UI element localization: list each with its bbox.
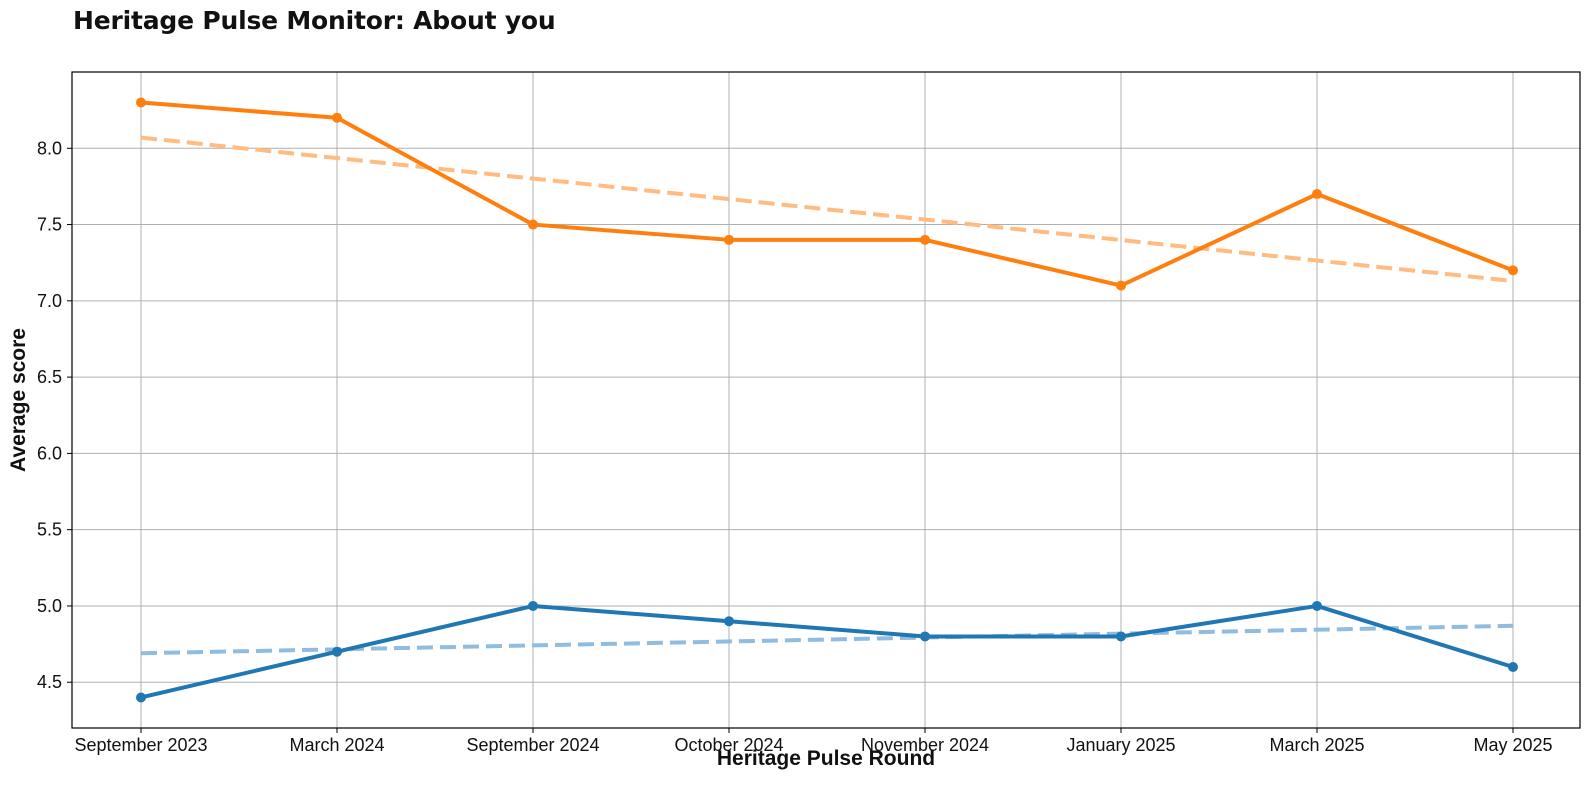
trend-line: [140, 135, 1514, 283]
plot-frame: [71, 71, 1581, 729]
y-tick-label: 4.5: [37, 672, 62, 692]
data-point: [1116, 280, 1126, 291]
x-tick-label: March 2024: [289, 735, 384, 755]
data-point: [136, 692, 146, 703]
trendlines: [140, 135, 1514, 656]
series-line: [139, 100, 1515, 288]
data-point: [1312, 600, 1322, 611]
x-tick-label: January 2025: [1066, 735, 1175, 755]
y-tick-label: 6.5: [37, 367, 62, 387]
page-title: Heritage Pulse Monitor: About you: [73, 6, 556, 35]
x-tick-label: September 2024: [466, 735, 599, 755]
data-point: [724, 616, 734, 627]
y-tick-label: 7.0: [37, 291, 62, 311]
data-point: [528, 219, 538, 230]
x-tick-label: October 2024: [674, 735, 783, 755]
data-point: [136, 97, 146, 108]
y-tick-label: 5.5: [37, 520, 62, 540]
data-point: [528, 600, 538, 611]
y-tick-labels: 4.5 5.0 5.5 6.0 6.5 7.0 7.5 8.0: [37, 138, 72, 692]
y-tick-label: 8.0: [37, 138, 62, 158]
series-lines: [136, 97, 1518, 703]
y-axis-title: Average score: [7, 328, 30, 472]
y-tick-label: 6.0: [37, 443, 62, 463]
x-tick-labels: September 2023 March 2024 September 2024 Oc…: [74, 728, 1553, 755]
data-point: [332, 646, 342, 657]
x-tick-label: May 2025: [1473, 735, 1552, 755]
y-tick-label: 7.5: [37, 215, 62, 235]
x-tick-label: November 2024: [861, 735, 989, 755]
x-tick-label: March 2025: [1269, 735, 1364, 755]
y-tick-label: 5.0: [37, 596, 62, 616]
x-tick-label: September 2023: [74, 735, 207, 755]
data-point: [1312, 189, 1322, 200]
data-point: [920, 631, 930, 642]
x-axis-title: Heritage Pulse Round: [717, 747, 935, 770]
data-point: [1116, 631, 1126, 642]
series-line: [139, 603, 1515, 700]
data-point: [724, 234, 734, 245]
data-point: [332, 112, 342, 123]
data-point: [1508, 661, 1518, 672]
data-point: [1508, 265, 1518, 276]
gridlines: [72, 72, 1580, 728]
data-point: [920, 234, 930, 245]
